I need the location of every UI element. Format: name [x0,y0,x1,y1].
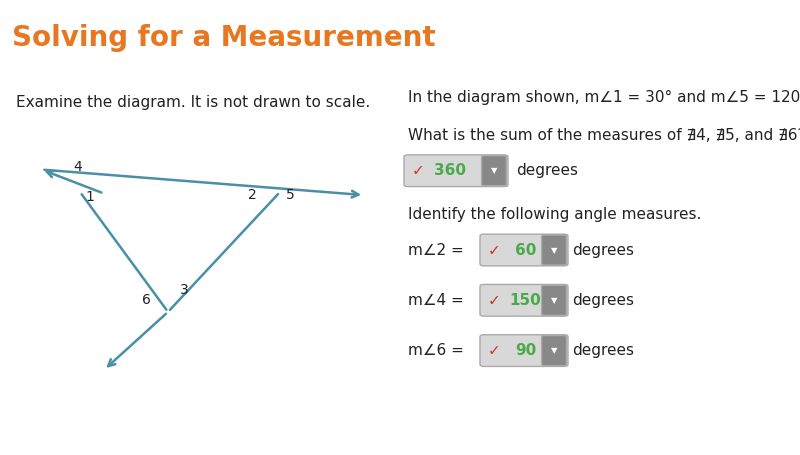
Text: Examine the diagram. It is not drawn to scale.: Examine the diagram. It is not drawn to … [16,96,370,110]
Text: ▼: ▼ [550,346,558,355]
Text: ✓: ✓ [488,243,501,258]
Text: degrees: degrees [572,293,634,308]
Text: Solving for a Measurement: Solving for a Measurement [12,24,436,51]
Text: 3: 3 [180,283,189,298]
FancyBboxPatch shape [482,156,506,186]
Text: m∠6 =: m∠6 = [408,343,464,358]
FancyBboxPatch shape [542,235,566,265]
FancyBboxPatch shape [480,234,568,266]
Text: Identify the following angle measures.: Identify the following angle measures. [408,207,702,222]
Text: 1: 1 [86,190,94,203]
Text: 150: 150 [510,293,542,308]
Text: degrees: degrees [572,243,634,258]
Text: 4: 4 [74,160,82,174]
FancyBboxPatch shape [404,155,508,187]
Text: ▼: ▼ [550,296,558,305]
Text: 360: 360 [434,163,466,178]
FancyBboxPatch shape [542,335,566,366]
Text: m∠2 =: m∠2 = [408,243,464,258]
Text: 6: 6 [142,293,151,307]
Text: ✓: ✓ [488,293,501,308]
FancyBboxPatch shape [480,335,568,366]
Text: degrees: degrees [516,163,578,178]
FancyBboxPatch shape [542,285,566,315]
Text: ▼: ▼ [550,246,558,254]
Text: In the diagram shown, m∠1 = 30° and m∠5 = 120°.: In the diagram shown, m∠1 = 30° and m∠5 … [408,90,800,105]
Text: ▼: ▼ [490,166,498,175]
FancyBboxPatch shape [480,284,568,316]
Text: 90: 90 [515,343,536,358]
Text: ✓: ✓ [412,163,425,178]
Text: ✓: ✓ [488,343,501,358]
Text: m∠4 =: m∠4 = [408,293,464,308]
Text: 5: 5 [286,188,295,202]
Text: 2: 2 [248,188,257,202]
Text: degrees: degrees [572,343,634,358]
Text: 60: 60 [515,243,536,258]
Text: What is the sum of the measures of ∄4, ∄5, and ∄6?: What is the sum of the measures of ∄4, ∄… [408,128,800,143]
